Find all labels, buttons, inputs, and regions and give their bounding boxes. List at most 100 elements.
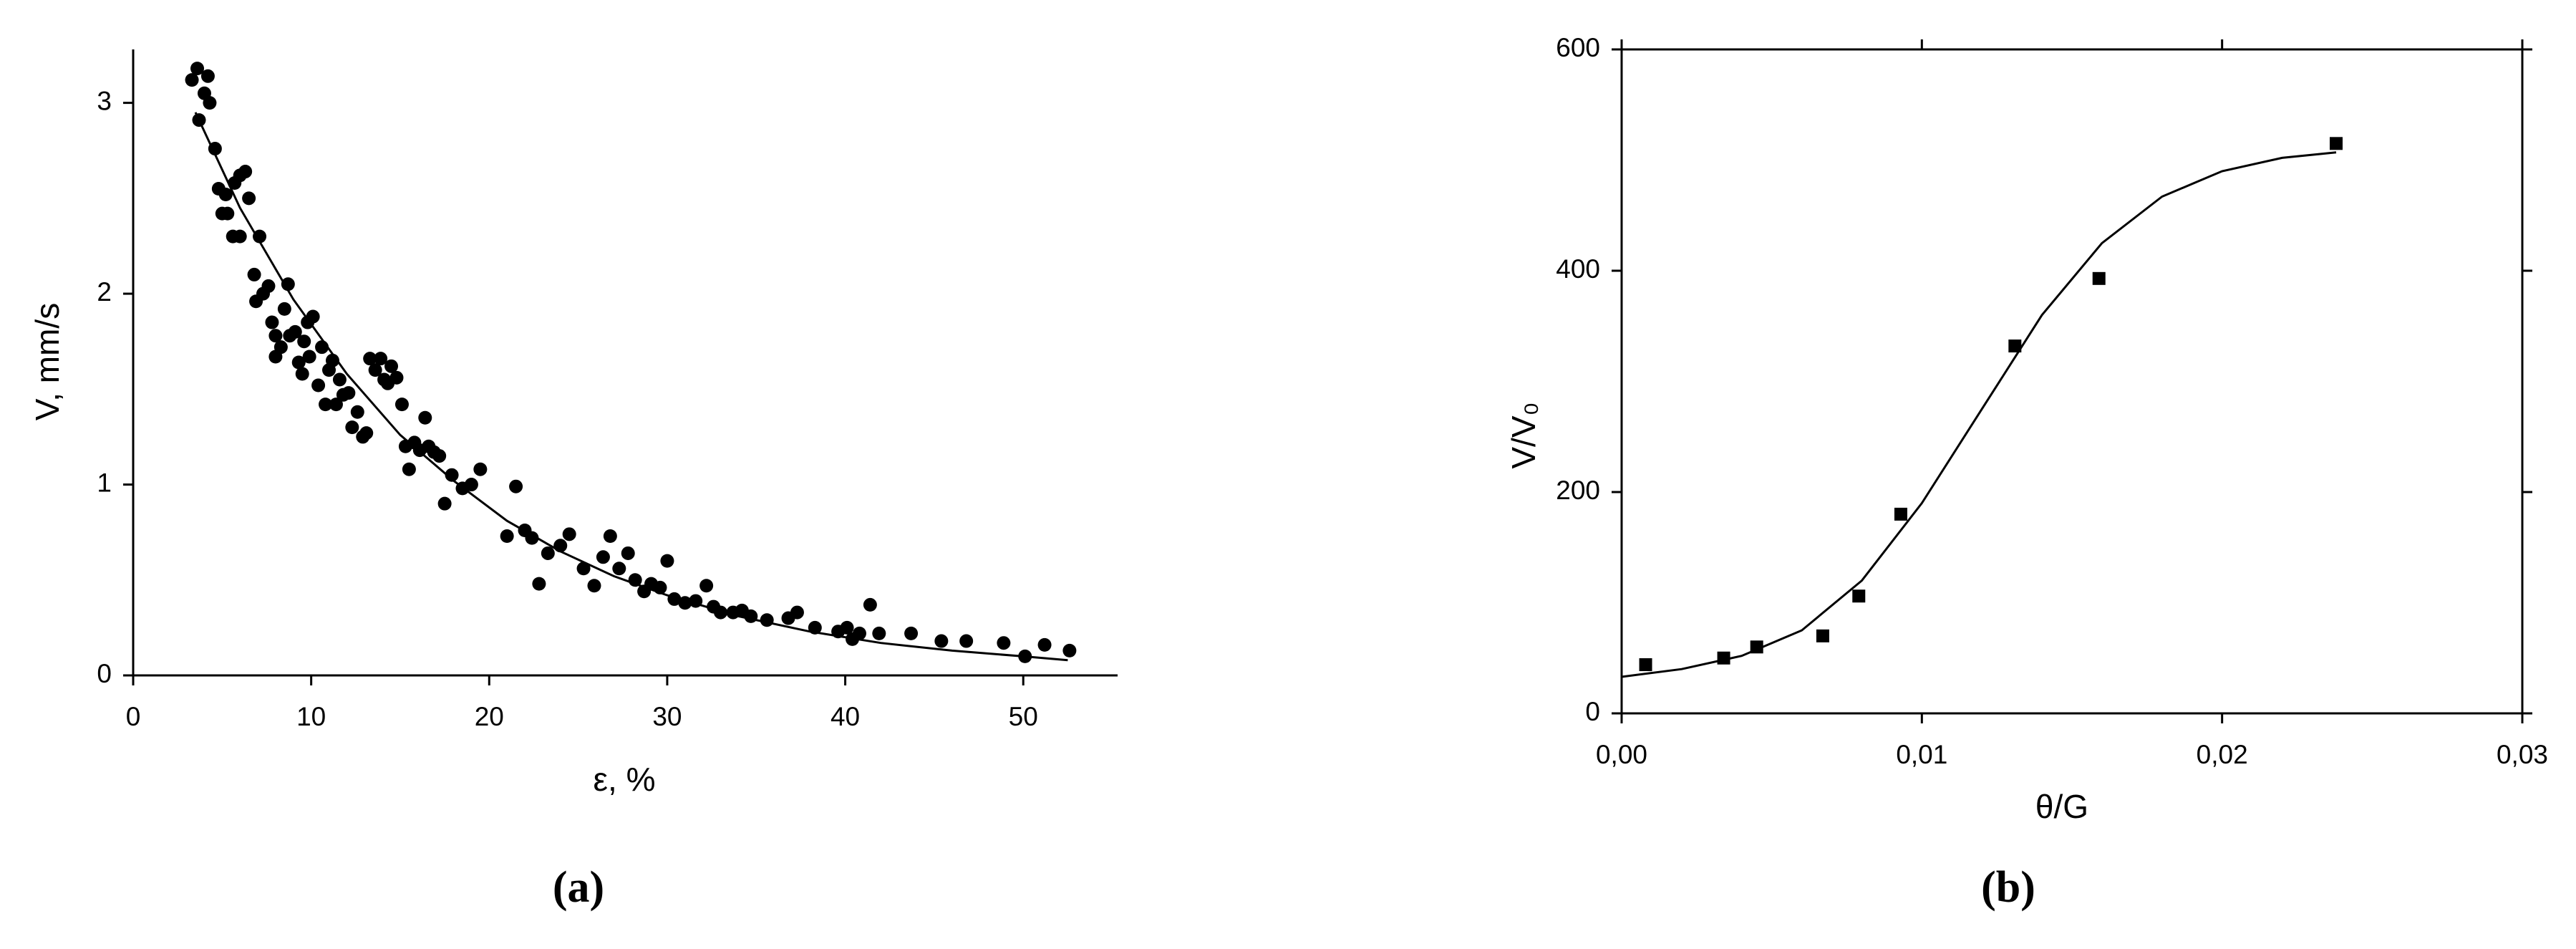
data-point	[221, 206, 235, 221]
x-axis-title: θ/G	[2035, 788, 2088, 825]
x-tick-label: 40	[831, 702, 860, 731]
data-point	[1062, 643, 1077, 657]
data-point	[432, 449, 447, 463]
data-point	[445, 468, 459, 482]
data-point	[218, 188, 233, 202]
data-point	[359, 426, 374, 440]
chart-panel: 0,00 0,01 0,02 0,03 0 200 400 600 θ/G V/V₀ (b)	[1505, 33, 2548, 912]
data-point	[374, 352, 388, 366]
chart-panel: 0 10 20 30 40 50 0 1 2 3 ε, % V, mm/s (a)	[29, 49, 1118, 912]
data-point	[238, 165, 253, 179]
data-point	[402, 462, 416, 476]
data-point	[311, 378, 326, 392]
data-point	[2092, 271, 2106, 285]
data-point	[464, 478, 478, 492]
data-point	[261, 279, 276, 293]
data-point	[500, 529, 514, 543]
data-point	[1037, 637, 1052, 652]
data-point	[418, 410, 432, 425]
data-point	[612, 562, 626, 576]
data-point	[532, 577, 546, 591]
data-point	[621, 546, 635, 560]
data-point	[319, 398, 333, 412]
data-point	[288, 324, 302, 339]
y-tick-label: 0	[1585, 697, 1600, 726]
data-point	[760, 613, 774, 627]
data-point	[509, 479, 523, 493]
data-point	[363, 352, 377, 366]
data-point	[342, 386, 356, 400]
data-point	[934, 634, 949, 648]
y-axis-title: V, mm/s	[29, 303, 66, 420]
data-point	[345, 420, 359, 435]
data-point	[562, 527, 576, 541]
y-tick-label: 1	[97, 468, 112, 497]
data-point	[306, 309, 320, 324]
data-point	[525, 531, 539, 545]
data-point	[332, 372, 347, 387]
data-point	[1894, 507, 1907, 521]
data-point	[242, 191, 256, 206]
data-point	[790, 605, 804, 620]
data-point	[596, 550, 610, 564]
data-point	[1816, 629, 1829, 642]
data-point	[190, 62, 205, 76]
x-tick-label: 0,01	[1896, 740, 1947, 769]
data-point	[852, 626, 866, 640]
x-tick-label: 0,02	[2197, 740, 2248, 769]
x-tick-label: 0	[126, 702, 141, 731]
data-point	[840, 620, 854, 635]
data-point	[368, 363, 382, 377]
data-point	[1639, 658, 1652, 672]
data-point	[268, 329, 283, 343]
fit-curve	[194, 112, 1068, 662]
data-point	[200, 69, 215, 83]
data-point	[699, 579, 714, 593]
data-point	[302, 350, 316, 364]
data-point	[997, 636, 1011, 650]
y-tick-label: 600	[1556, 33, 1600, 62]
x-axis-title: ε, %	[594, 761, 656, 798]
data-point	[576, 562, 591, 576]
y-tick-label: 200	[1556, 476, 1600, 505]
data-point	[587, 579, 601, 593]
y-tick-label: 400	[1556, 254, 1600, 284]
y-tick-label: 2	[97, 277, 112, 307]
data-point	[1852, 589, 1866, 603]
data-point	[203, 96, 217, 110]
data-point	[281, 277, 295, 292]
caption: (b)	[1981, 863, 2035, 912]
data-point	[863, 597, 877, 612]
x-tick-label: 20	[475, 702, 504, 731]
data-point	[253, 229, 267, 244]
data-point	[247, 267, 261, 281]
data-point	[872, 626, 886, 640]
data-point	[233, 229, 247, 244]
data-point	[384, 359, 399, 373]
caption: (a)	[553, 863, 604, 912]
data-point	[329, 398, 343, 412]
x-tick-label: 0,00	[1596, 740, 1647, 769]
data-point	[265, 315, 279, 329]
data-point	[473, 462, 488, 476]
data-point	[541, 546, 555, 560]
y-axis-title: V/V₀	[1505, 402, 1542, 468]
data-point	[389, 370, 404, 385]
data-point	[959, 634, 974, 648]
data-point	[394, 398, 409, 412]
data-point	[297, 334, 311, 349]
data-point	[2330, 137, 2343, 150]
x-tick-label: 50	[1009, 702, 1038, 731]
x-tick-label: 0,03	[2497, 740, 2548, 769]
data-point	[660, 554, 674, 568]
data-point	[277, 302, 291, 316]
data-point	[185, 73, 199, 87]
y-tick-label: 0	[97, 659, 112, 688]
data-point	[295, 367, 309, 381]
data-point	[273, 340, 288, 355]
data-point	[437, 496, 452, 511]
fit-curve	[1621, 151, 2337, 678]
data-point	[603, 529, 617, 543]
data-point	[350, 405, 364, 419]
